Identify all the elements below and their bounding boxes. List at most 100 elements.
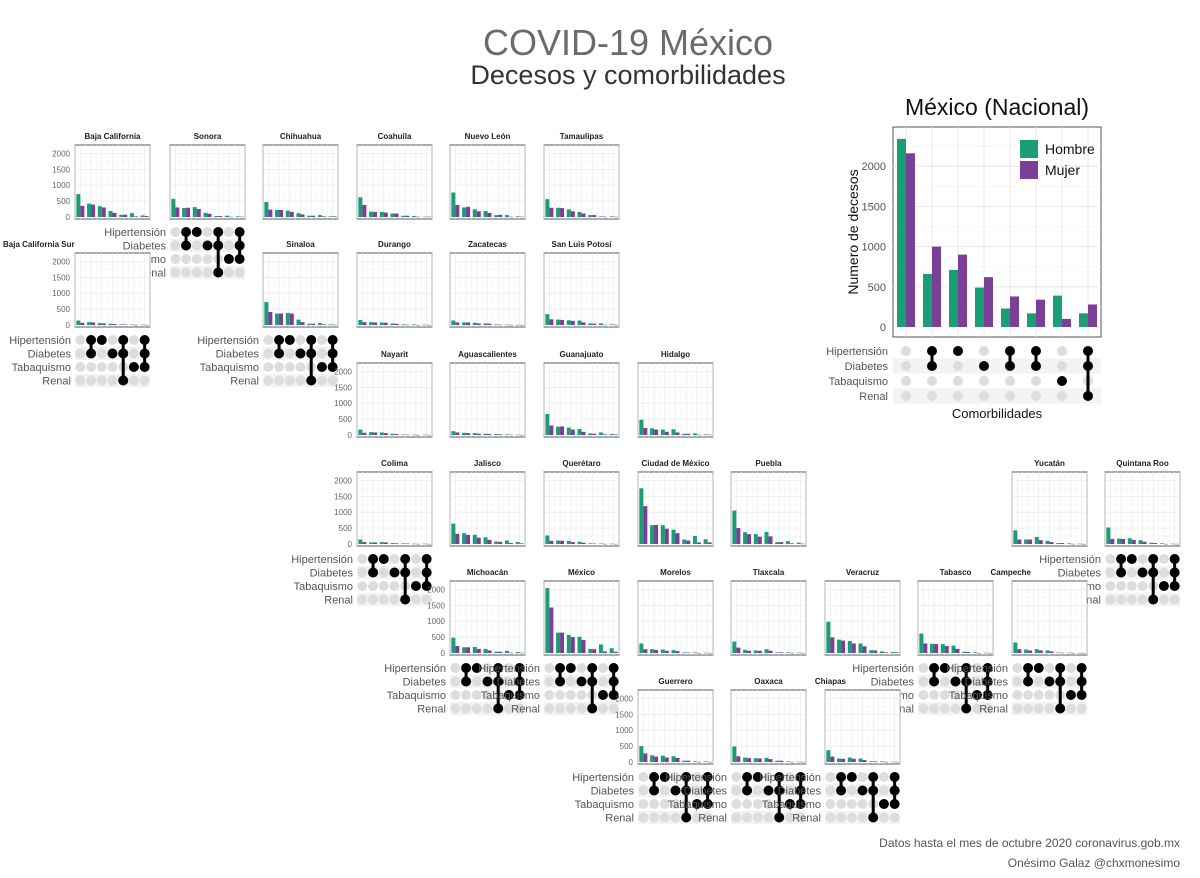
dot-inactive bbox=[1031, 376, 1041, 386]
bar-hombre bbox=[682, 652, 687, 653]
matrix-label-tabaquismo: Tabaquismo bbox=[481, 690, 540, 702]
bar-mujer bbox=[592, 649, 597, 653]
dot-inactive bbox=[979, 391, 989, 401]
bar-mujer bbox=[643, 649, 648, 653]
bar-hombre bbox=[753, 534, 758, 544]
dot-inactive bbox=[878, 772, 889, 782]
dot-inactive bbox=[555, 690, 566, 700]
dot-active bbox=[971, 690, 982, 700]
bar-mujer bbox=[664, 650, 669, 653]
bar-mujer bbox=[519, 434, 524, 436]
dot-inactive bbox=[223, 240, 234, 251]
bar-mujer bbox=[175, 207, 180, 217]
dot-inactive bbox=[128, 348, 139, 359]
bar-mujer bbox=[1121, 538, 1126, 544]
dot-inactive bbox=[1105, 581, 1116, 591]
dot-inactive bbox=[576, 703, 587, 714]
bar-mujer bbox=[394, 213, 399, 217]
bar-hombre bbox=[451, 523, 456, 544]
panel-title: Hidalgo bbox=[661, 350, 690, 359]
bar-hombre bbox=[494, 324, 499, 326]
bar-mujer bbox=[239, 216, 244, 218]
bar-hombre bbox=[285, 312, 290, 325]
dot-inactive bbox=[107, 362, 118, 372]
bar-hombre bbox=[826, 750, 831, 762]
bar-hombre bbox=[879, 651, 884, 653]
panel-title: Puebla bbox=[755, 459, 782, 468]
dot-inactive bbox=[378, 567, 389, 578]
bar-hombre bbox=[650, 755, 655, 762]
bar-mujer bbox=[654, 429, 659, 435]
state-panel-ciudad-de-mexico: Ciudad de México bbox=[637, 459, 714, 547]
bar-mujer bbox=[736, 528, 741, 544]
dot-inactive bbox=[702, 812, 713, 823]
bar-mujer bbox=[455, 646, 460, 653]
dot-inactive bbox=[846, 799, 857, 809]
y-tick-label: 500 bbox=[57, 305, 71, 314]
bar-mujer bbox=[383, 322, 388, 325]
bar-hombre bbox=[515, 324, 520, 326]
dot-inactive bbox=[544, 676, 555, 687]
y-tick-label: 1000 bbox=[52, 289, 70, 298]
bar-mujer bbox=[498, 324, 503, 326]
panel-title: Chihuahua bbox=[280, 132, 322, 141]
dot-inactive bbox=[918, 703, 929, 714]
matrix-label-hipertensión: Hipertensión bbox=[291, 554, 353, 566]
dot-inactive bbox=[953, 376, 963, 386]
bar-hombre bbox=[826, 621, 831, 653]
dot-inactive bbox=[979, 346, 989, 356]
matrix-label-hipertensión: Hipertensión bbox=[572, 772, 634, 784]
dot-inactive bbox=[202, 267, 213, 278]
bar-hombre bbox=[764, 531, 769, 544]
bar-hombre bbox=[775, 542, 780, 544]
dot-inactive bbox=[857, 812, 868, 823]
bar-hombre bbox=[671, 756, 676, 762]
bar-hombre bbox=[545, 414, 550, 435]
dot-inactive bbox=[971, 663, 982, 673]
matrix-label-renal: Renal bbox=[792, 812, 821, 824]
bar-hombre bbox=[743, 532, 748, 544]
bar-mujer bbox=[757, 650, 762, 653]
dot-inactive bbox=[953, 391, 963, 401]
panel-title: Veracruz bbox=[846, 568, 879, 577]
bar-hombre bbox=[897, 138, 906, 327]
bar-mujer bbox=[851, 643, 856, 653]
bar-hombre bbox=[671, 650, 676, 653]
bar-hombre bbox=[949, 269, 958, 327]
bar-mujer bbox=[426, 434, 431, 436]
dot-active bbox=[1158, 581, 1169, 591]
bar-mujer bbox=[602, 434, 607, 435]
bar-hombre bbox=[411, 434, 416, 436]
bar-mujer bbox=[707, 542, 712, 544]
bar-hombre bbox=[1117, 538, 1122, 544]
bar-hombre bbox=[775, 652, 780, 653]
bar-hombre bbox=[390, 433, 395, 435]
bar-mujer bbox=[476, 537, 481, 544]
bar-mujer bbox=[279, 313, 284, 325]
dot-inactive bbox=[929, 690, 940, 700]
dot-inactive bbox=[503, 676, 514, 687]
bar-hombre bbox=[76, 194, 81, 217]
bar-mujer bbox=[144, 216, 149, 217]
dot-inactive bbox=[857, 799, 868, 809]
dot-inactive bbox=[918, 690, 929, 700]
dot-inactive bbox=[170, 267, 181, 278]
bar-hombre bbox=[275, 313, 280, 325]
dot-inactive bbox=[107, 335, 118, 345]
dot-inactive bbox=[846, 812, 857, 823]
bar-mujer bbox=[332, 216, 337, 217]
dot-inactive bbox=[450, 703, 461, 714]
bar-hombre bbox=[182, 208, 187, 217]
bar-mujer bbox=[455, 533, 460, 544]
bar-hombre bbox=[650, 649, 655, 653]
bar-mujer bbox=[289, 211, 294, 217]
bar-hombre bbox=[483, 537, 488, 544]
bar-hombre bbox=[472, 534, 477, 544]
dot-active bbox=[939, 663, 950, 673]
bar-mujer bbox=[675, 757, 680, 762]
dot-inactive bbox=[1169, 594, 1180, 605]
dot-active bbox=[1057, 376, 1067, 386]
